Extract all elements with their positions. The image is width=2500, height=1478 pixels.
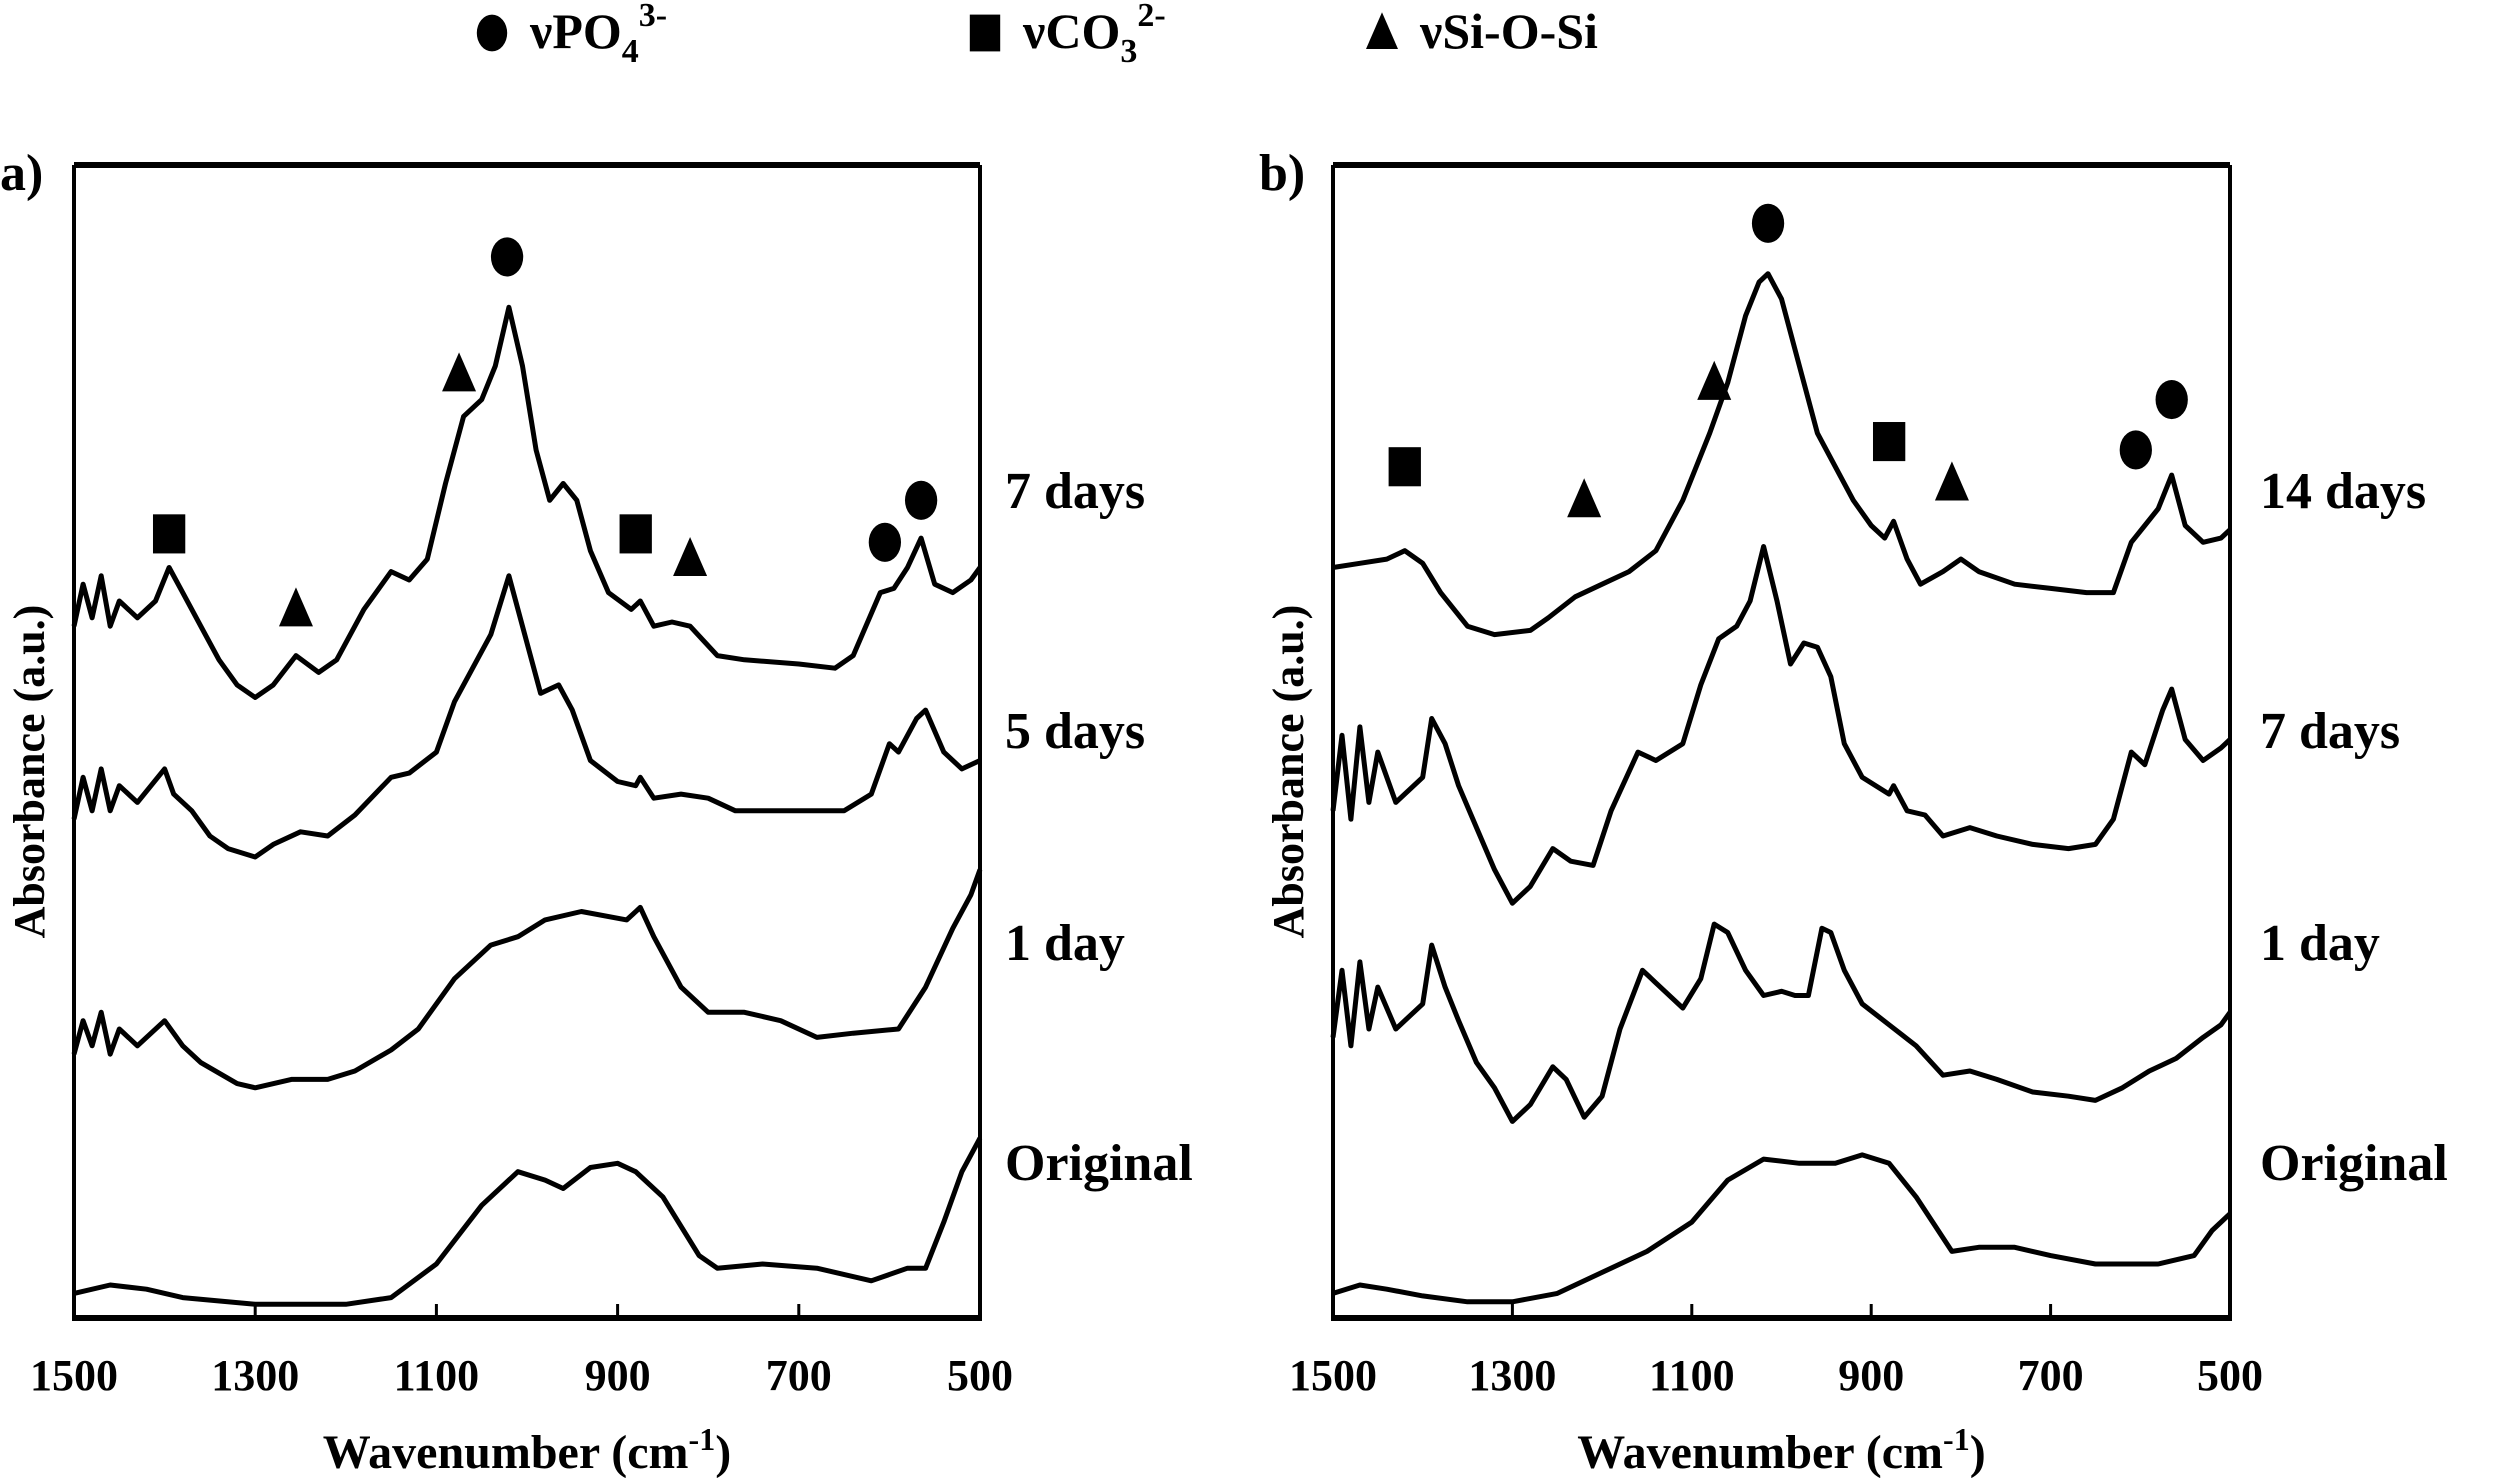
- x-tick-label: 1100: [1649, 1351, 1735, 1400]
- series-label: 5 days: [1005, 703, 1145, 760]
- series-line-14-days: [1332, 271, 2232, 638]
- series-line-1-day: [1330, 921, 2233, 1124]
- x-tick-label: 700: [766, 1351, 832, 1400]
- panel-b: b) 1500 1300 1100 900 700 500 Wavenumber (cm-1)…: [1259, 145, 2448, 1478]
- x-tick-label: 1300: [1468, 1351, 1556, 1400]
- panel-a: a) 1500 1300 1100 900 700 500 Wavenumber (cm-1)…: [0, 145, 1193, 1478]
- triangle-annotation: [1934, 461, 1969, 501]
- square-icon: [969, 14, 1001, 52]
- x-tick-label: 1100: [394, 1351, 480, 1400]
- circle-annotation: [2119, 430, 2152, 470]
- triangle-annotation: [442, 352, 477, 392]
- series-line-original: [73, 1136, 983, 1307]
- circle-annotation: [904, 480, 938, 520]
- legend: νPO43- νCO32- νSi-O-Si: [476, 0, 1598, 70]
- series-line-7-days: [1330, 544, 2232, 906]
- legend-label: νCO32-: [1022, 0, 1166, 70]
- circle-icon: [476, 14, 508, 52]
- series-label: Original: [1005, 1135, 1193, 1192]
- legend-item: νCO32-: [969, 0, 1166, 70]
- triangle-annotation: [1697, 360, 1732, 400]
- series-label: 1 day: [2260, 915, 2380, 972]
- triangle-annotation: [673, 536, 708, 577]
- series-line-1-day: [71, 868, 983, 1091]
- x-axis-label: Wavenumber (cm-1): [323, 1421, 731, 1478]
- x-tick-label: 1500: [1289, 1351, 1377, 1400]
- legend-item: νPO43-: [476, 0, 667, 70]
- x-tick-label: 500: [947, 1351, 1013, 1400]
- square-annotation: [619, 514, 652, 554]
- y-axis-label: Absorbance (a.u.): [1264, 605, 1313, 939]
- x-axis-label: Wavenumber (cm-1): [1577, 1421, 1985, 1478]
- legend-label: νSi-O-Si: [1419, 3, 1598, 59]
- y-axis-label: Absorbance (a.u.): [5, 605, 54, 939]
- square-annotation: [1388, 447, 1421, 487]
- triangle-annotation: [1567, 478, 1602, 518]
- circle-annotation: [868, 522, 902, 562]
- legend-item: νSi-O-Si: [1366, 3, 1598, 59]
- triangle-annotation: [278, 587, 313, 627]
- panel-label: b): [1259, 145, 1305, 202]
- square-annotation: [1872, 422, 1906, 462]
- triangle-icon: [1366, 12, 1398, 49]
- x-tick-label: 1300: [211, 1351, 299, 1400]
- x-tick-label: 900: [585, 1351, 651, 1400]
- series-label: 14 days: [2260, 463, 2426, 520]
- series-line-7-days: [71, 304, 983, 700]
- series-label: 7 days: [2260, 703, 2400, 760]
- series-label: 7 days: [1005, 463, 1145, 520]
- panel-label: a): [0, 145, 43, 202]
- circle-annotation: [490, 237, 524, 277]
- x-tick-label: 500: [2197, 1351, 2263, 1400]
- circle-annotation: [2155, 380, 2188, 420]
- series-line-5-days: [71, 573, 982, 860]
- x-tick-label: 900: [1838, 1351, 1904, 1400]
- x-tick-label: 700: [2018, 1351, 2084, 1400]
- series-label: 1 day: [1005, 915, 1125, 972]
- series-line-original: [1332, 1152, 2232, 1305]
- x-tick-label: 1500: [30, 1351, 118, 1400]
- series-label: Original: [2260, 1135, 2448, 1192]
- legend-label: νPO43-: [529, 0, 667, 70]
- square-annotation: [152, 514, 186, 554]
- circle-annotation: [1751, 203, 1785, 243]
